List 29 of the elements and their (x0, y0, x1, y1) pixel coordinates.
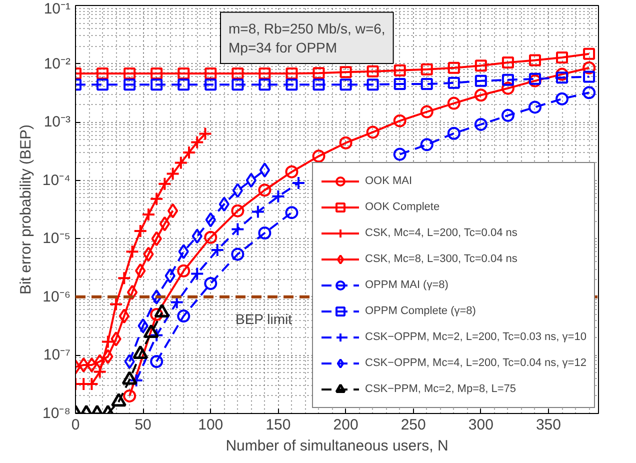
legend-label: OPPM MAI (γ=8) (365, 279, 448, 291)
legend-label: OPPM Complete (γ=8) (365, 305, 476, 317)
legend-label: CSK−PPM, Mc=2, Mp=8, L=75 (365, 383, 516, 395)
y-tick-label: 10⁻² (44, 55, 71, 72)
y-tick-label: 10⁻⁷ (43, 346, 71, 364)
x-tick-label: 250 (400, 416, 426, 434)
x-axis-title: Number of simultaneous users, N (226, 438, 448, 454)
x-tick-label: 300 (468, 416, 494, 434)
legend-label: CSK, Mc=4, L=200, Tc=0.04 ns (365, 227, 518, 239)
x-tick-label: 150 (266, 416, 291, 434)
ref-line-label: BEP limit (236, 310, 292, 327)
legend-label: OOK MAI (365, 175, 412, 187)
x-tick-label: 0 (71, 416, 80, 434)
x-tick-label: 100 (198, 416, 224, 434)
legend-label: CSK−OPPM, Mc=4, L=200, Tc=0.04 ns, γ=12 (365, 357, 586, 369)
y-tick-label: 10⁻⁴ (42, 172, 71, 189)
legend-label: CSK−OPPM, Mc=2, L=200, Tc=0.03 ns, γ=10 (365, 331, 586, 343)
x-tick-label: 50 (134, 416, 152, 434)
y-tick-label: 10⁻¹ (44, 0, 71, 18)
y-tick-label: 10⁻⁸ (42, 405, 71, 422)
annotation: m=8, Rb=250 Mb/s, w=6, Mp=34 for OPPM (228, 20, 386, 56)
legend-label: CSK, Mc=8, L=300, Tc=0.04 ns (365, 253, 518, 265)
x-tick-label: 200 (333, 416, 358, 434)
y-tick-label: 10⁻⁶ (42, 288, 70, 306)
legend-label: OOK Complete (365, 201, 440, 213)
y-tick-label: 10⁻⁵ (42, 230, 71, 248)
y-axis-title: Bit error probability (BEP) (17, 124, 34, 295)
x-tick-label: 350 (536, 416, 562, 434)
y-tick-label: 10⁻³ (44, 114, 71, 131)
